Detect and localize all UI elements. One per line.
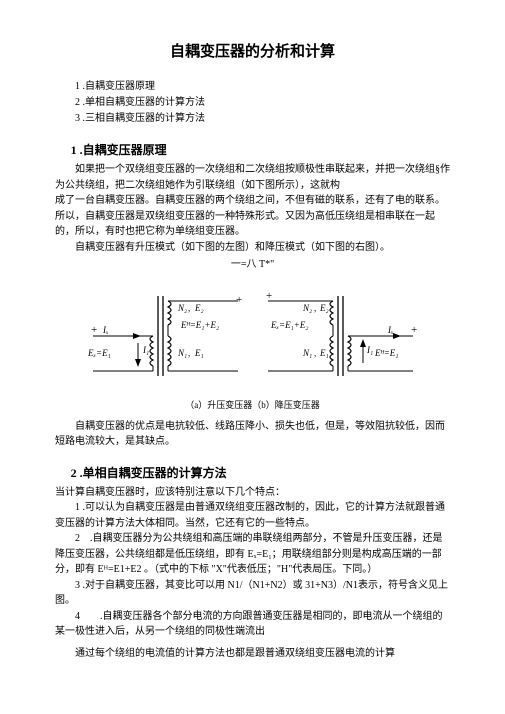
label-i1: I₁ <box>142 345 149 355</box>
label-ix: Iₓ <box>387 325 394 335</box>
caption-b: （b）降压变压器 <box>252 400 320 410</box>
coil-icon <box>330 336 333 366</box>
section1-p1: 如果把一个双绕组变压器的一次绕组和二次绕组按顺极性串联起来，并把一次绕组§作为公… <box>55 162 450 193</box>
section1-heading: 1 .自耦变压器原理 <box>71 141 450 158</box>
label-i1: I₁ <box>366 345 373 355</box>
label-plus: + <box>236 294 242 306</box>
toc-item-1: 1 .自耦变压器原理 <box>75 79 450 95</box>
coil-icon <box>348 336 351 366</box>
section1-expr: 一=八 T*" <box>55 257 450 273</box>
label-plus: + <box>91 324 97 336</box>
right-transformer: + + Iₓ I₁ N₂ E₂ , N₁ E₁ , Eₓ=E₁+E₂ Eᴴ=E₁ <box>266 290 417 376</box>
svg-text:,: , <box>314 303 316 313</box>
label-n1: N₁ <box>177 348 187 358</box>
section2-p3: 3 .对于自耦变压器，其变比可以用 N1/（N1+N2）或 31+N3）/N1表… <box>55 578 450 609</box>
coil-icon <box>168 336 171 366</box>
label-e2: E₂ <box>194 303 204 313</box>
coil-icon <box>168 301 171 325</box>
section2-p4: 4 .自耦变压器各个部分电流的方向跟普通变压器是相同的，即电流从一个绕组的某一极… <box>55 609 450 640</box>
label-e1: E₁ <box>194 348 204 358</box>
section2-heading: 2 .单相自耦变压器的计算方法 <box>71 464 450 481</box>
section1-p2: 成了一台自耦变压器。自耦变压器的两个绕组之间，不但有磁的联系，还有了电的联系。所… <box>55 193 450 240</box>
section2-p0: 当计算自耦变压器时，应该特别注意以下几个特点： <box>55 485 450 501</box>
arrow-icon <box>133 333 141 339</box>
section2-p2: 2 .自耦变压器分为公共绕组和高压端的串联绕组两部分，不管是升压变压器，还是降压… <box>55 531 450 578</box>
label-plus: + <box>411 324 417 336</box>
caption-a: （a）升压变压器 <box>185 400 252 410</box>
svg-text:,: , <box>314 348 316 358</box>
transformer-figure: Iₓ I₁ + + N₂ E₂ , N₁ E₁ , Eᴴ=E₁+E₂ Eₓ=E₁ <box>55 281 450 411</box>
label-ex-r: Eₓ=E₁+E₂ <box>270 320 308 330</box>
section1-p4: 自耦变压器的优点是电抗较低、线路压降小、损失也低，但是，等效阻抗较低，因而短路电… <box>55 419 450 450</box>
arrow-icon <box>135 359 141 367</box>
left-transformer: Iₓ I₁ + + N₂ E₂ , N₁ E₁ , Eᴴ=E₁+E₂ Eₓ=E₁ <box>87 294 242 376</box>
coil-icon <box>150 336 153 366</box>
section2-p5: 通过每个绕组的电流值的计算方法也都是跟普通双绕组变压器电流的计算 <box>55 646 450 662</box>
label-plus: + <box>266 290 272 302</box>
label-e1: E₁ <box>319 348 329 358</box>
document-page: 自耦变压器的分析和计算 1 .自耦变压器原理 2 .单相自耦变压器的计算方法 3… <box>0 0 505 714</box>
toc-item-3: 3 .三相自耦变压器的计算方法 <box>75 111 450 127</box>
coil-icon <box>330 301 333 325</box>
section2-p1: 1 .可以认为自耦变压器是由普通双绕组变压器改制的，因此，它的计算方法就跟普通变… <box>55 500 450 531</box>
svg-text:,: , <box>188 348 190 358</box>
arrow-icon <box>360 339 366 347</box>
label-eh-r: Eᴴ=E₁ <box>374 348 398 358</box>
figure-caption: （a）升压变压器（b）降压变压器 <box>55 398 450 411</box>
toc-item-2: 2 .单相自耦变压器的计算方法 <box>75 95 450 111</box>
label-e2: E₂ <box>319 303 329 313</box>
label-n1: N₁ <box>302 348 312 358</box>
transformer-svg: Iₓ I₁ + + N₂ E₂ , N₁ E₁ , Eᴴ=E₁+E₂ Eₓ=E₁ <box>83 281 423 391</box>
label-eh: Eᴴ=E₁+E₂ <box>180 320 219 330</box>
label-n2: N₂ <box>302 303 312 313</box>
label-n2: N₂ <box>177 303 187 313</box>
arrow-icon <box>393 333 401 339</box>
page-title: 自耦变压器的分析和计算 <box>55 40 450 61</box>
label-ix: Iₓ <box>102 325 109 335</box>
svg-text:,: , <box>188 303 190 313</box>
label-ex: Eₓ=E₁ <box>87 348 111 358</box>
section1-p3: 自耦变压器有升压模式（如下图的左图）和降压模式（如下图的右图）。 <box>55 240 450 256</box>
